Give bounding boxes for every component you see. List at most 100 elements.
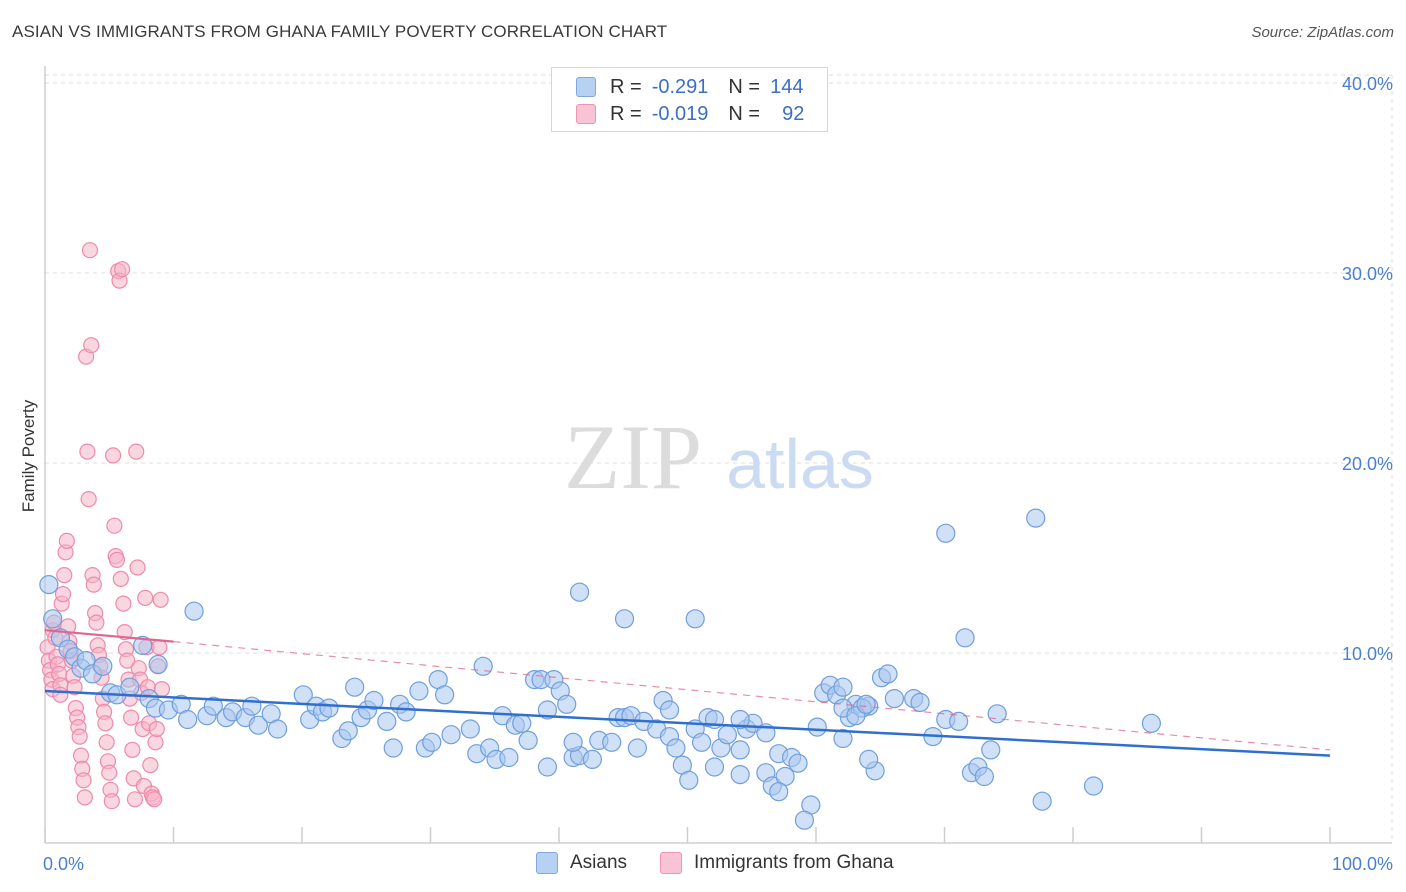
ghana-point — [97, 715, 114, 732]
asian-point — [794, 810, 815, 830]
asian-point — [910, 692, 930, 713]
asian-point — [383, 738, 403, 758]
bottom-legend: Asians Immigrants from Ghana — [0, 852, 1406, 878]
legend-r-value: -0.291 — [651, 75, 709, 98]
asian-point — [563, 732, 583, 752]
asian-point — [717, 725, 737, 745]
asian-point — [1032, 791, 1052, 811]
ghana-point — [71, 728, 88, 745]
asian-point — [43, 609, 63, 629]
asian-point — [422, 732, 442, 752]
asian-point — [1141, 713, 1161, 733]
ghana-point — [83, 337, 100, 354]
ghana-point — [54, 585, 72, 603]
asian-point — [704, 757, 725, 777]
ghana-point — [76, 789, 93, 806]
ghana-point — [52, 686, 69, 703]
ghana-point — [151, 639, 168, 656]
asian-point — [730, 740, 750, 760]
asian-point — [512, 713, 532, 733]
asian-point — [537, 757, 558, 777]
legend-r-value: -0.019 — [651, 102, 709, 125]
ghana-point — [58, 532, 75, 550]
ghana-point — [113, 261, 131, 278]
asian-point — [582, 749, 603, 770]
asian-point — [499, 747, 519, 768]
legend-swatch-ghana — [576, 104, 596, 124]
ghana-point — [115, 595, 132, 612]
trend-lines — [44, 629, 1331, 757]
ghana-trend-extension — [173, 641, 1331, 751]
ghana-point — [101, 764, 118, 781]
asian-point — [1026, 508, 1046, 528]
asian-point — [807, 717, 827, 737]
ghana-point — [98, 734, 115, 751]
asian-point — [267, 719, 288, 739]
bottom-legend-label-ghana: Immigrants from Ghana — [694, 852, 894, 873]
asian-point — [859, 749, 879, 770]
legend-r-label: R = — [610, 102, 642, 125]
asian-point — [93, 656, 113, 676]
asian-point — [788, 753, 808, 773]
ghana-point — [119, 652, 136, 669]
asian-point — [627, 738, 647, 758]
asian-point — [856, 694, 876, 714]
asian-point — [878, 664, 898, 684]
ghana-point — [128, 443, 145, 460]
asian-point — [409, 681, 429, 701]
ghana-point — [85, 576, 102, 593]
ghana-point — [80, 491, 97, 508]
ghana-point — [126, 791, 144, 808]
asian-point — [981, 740, 1001, 760]
bottom-legend-asians: Asians — [536, 852, 627, 874]
asian-point — [936, 523, 956, 543]
asian-point — [666, 738, 686, 758]
legend-n-label: N = — [728, 102, 761, 125]
asian-point — [338, 721, 358, 741]
watermark: ZIP atlas — [564, 406, 874, 508]
asian-point — [396, 702, 416, 722]
ghana-point — [148, 720, 165, 738]
bottom-legend-swatch-asians — [536, 852, 558, 874]
asian-point — [730, 764, 750, 785]
ghana-point — [112, 570, 129, 588]
asian-point — [319, 698, 339, 718]
asian-point — [974, 766, 994, 787]
x-tick-label-end: 100.0% — [1332, 854, 1393, 874]
tick-labels: 10.0% 20.0% 30.0% 40.0% 0.0% 100.0% — [43, 74, 1393, 874]
ghana-point — [105, 447, 122, 464]
watermark-atlas: atlas — [726, 425, 874, 503]
watermark-zip: ZIP — [564, 406, 702, 508]
ghana-point — [103, 793, 120, 810]
asian-point — [203, 696, 223, 716]
asian-point — [184, 601, 204, 621]
source-label: Source: ZipAtlas.com — [1251, 24, 1394, 41]
ghana-point — [142, 756, 159, 774]
asian-point — [148, 654, 168, 675]
y-axis-label: Family Poverty — [19, 399, 38, 512]
gridlines — [45, 74, 1393, 843]
asian-point — [441, 725, 461, 745]
legend-n-value: 92 — [782, 102, 805, 125]
legend-n-value: 144 — [770, 75, 804, 98]
asian-point — [377, 711, 397, 732]
asian-point — [987, 704, 1007, 724]
asian-point — [833, 677, 853, 697]
asian-trend-line — [44, 689, 1331, 757]
asian-point — [435, 685, 455, 705]
ghana-point — [66, 679, 83, 696]
y-tick-label: 10.0% — [1342, 644, 1393, 664]
ghana-point — [108, 551, 126, 569]
ghana-point — [75, 772, 92, 789]
ghana-point — [88, 614, 105, 631]
y-tick-label: 40.0% — [1342, 74, 1393, 94]
ghana-point — [152, 591, 169, 608]
asian-point — [884, 688, 904, 709]
legend-n-label: N = — [728, 75, 761, 98]
asian-point — [473, 656, 493, 676]
asian-point — [460, 719, 480, 739]
asian-point — [178, 709, 198, 730]
asian-point — [120, 677, 140, 697]
asian-point — [659, 700, 680, 720]
